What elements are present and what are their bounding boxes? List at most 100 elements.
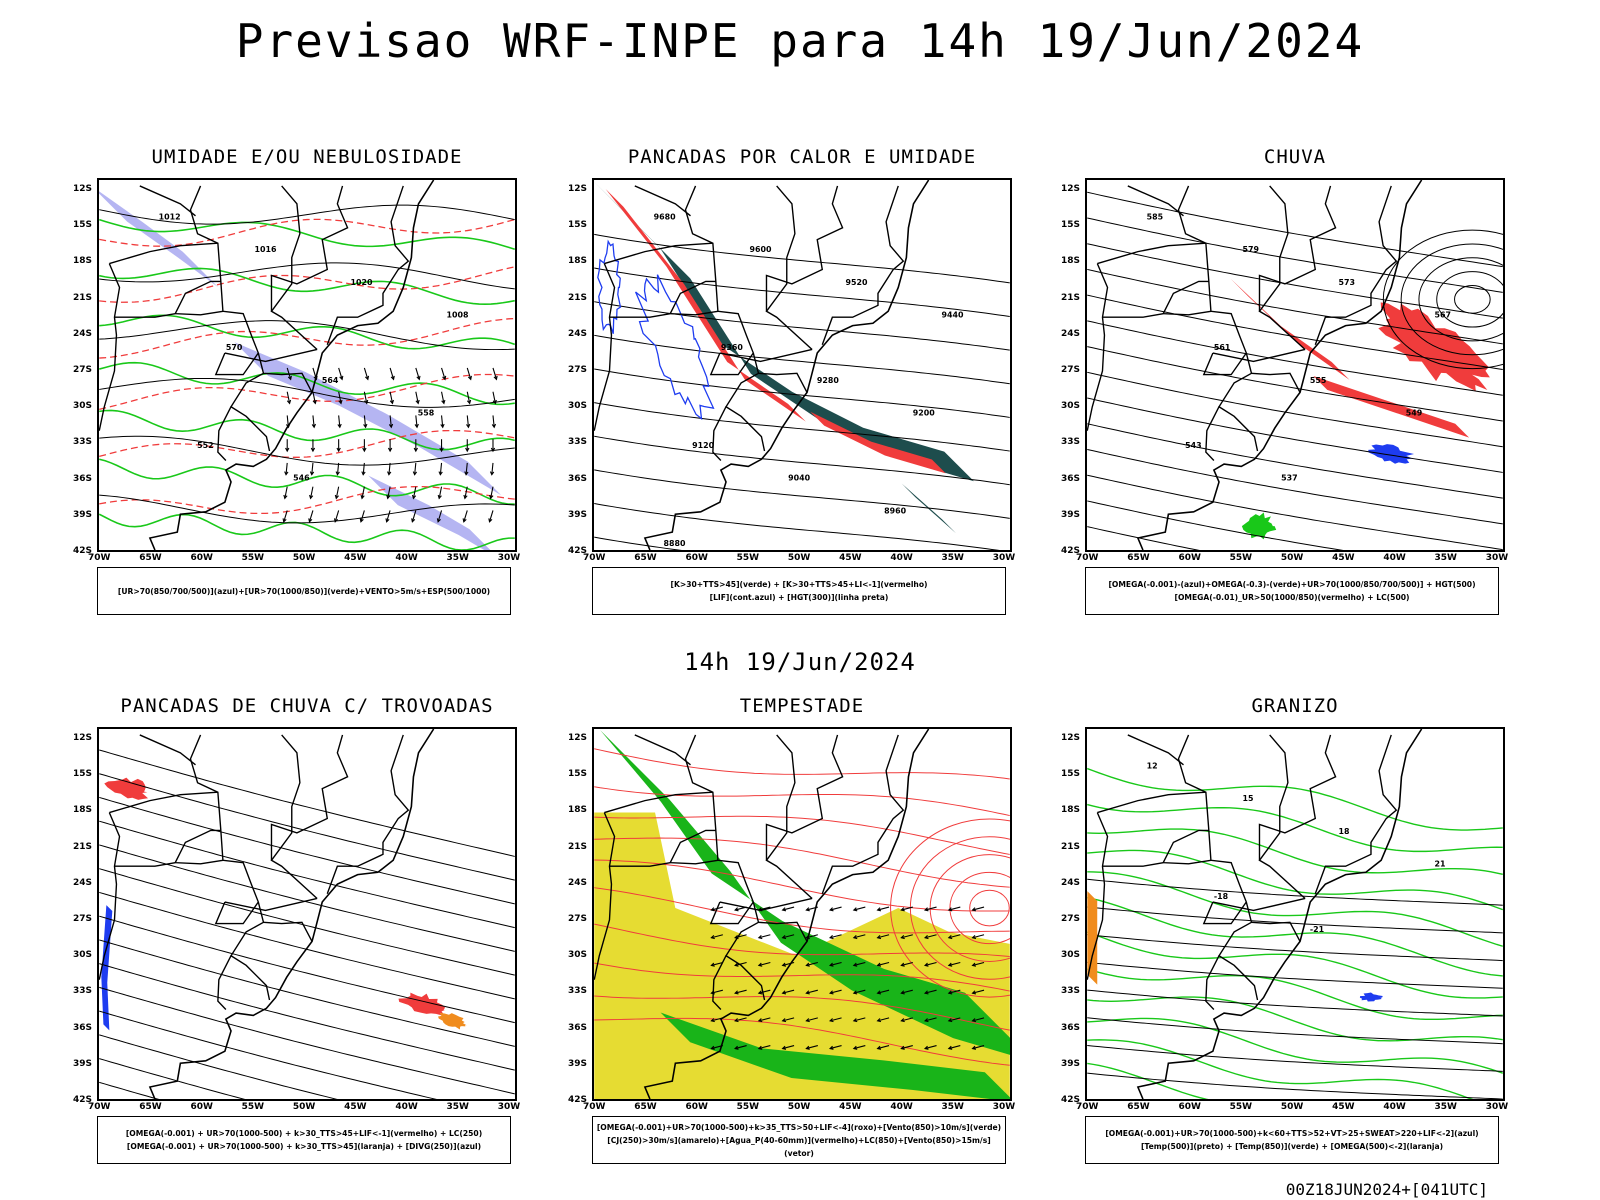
lat-tick-label: 18S [568, 256, 588, 267]
wind-vector [876, 1017, 890, 1023]
lat-tick-label: 36S [568, 1022, 588, 1033]
wind-vector [411, 486, 417, 500]
wind-vector [466, 391, 472, 405]
wind-vector [492, 367, 498, 381]
hgt500-contour [1087, 217, 1503, 293]
temp850-contour-green [1087, 996, 1503, 1042]
lon-tick-label: 40W [395, 1102, 418, 1112]
lat-tick-label: 15S [568, 769, 588, 780]
wind-vector [734, 1017, 747, 1023]
wind-vector [309, 462, 315, 476]
lat-tick-label: 30S [1061, 950, 1081, 961]
political-border [99, 812, 121, 980]
rain-fill-red [1313, 375, 1470, 438]
political-border [719, 348, 813, 363]
lat-tick-label: 30S [73, 401, 93, 412]
wind-vector [923, 934, 937, 940]
wind-vector [360, 486, 365, 500]
political-border [765, 185, 844, 312]
map-canvas: 1012 1016 1020 1008 570 564 558 552 546 [99, 180, 515, 550]
wind-vector [734, 1045, 747, 1050]
wind-fill-green [600, 730, 1010, 1055]
temp500-contour [1087, 906, 1503, 934]
omega-fill-orange [1087, 891, 1098, 985]
wind-vector [490, 439, 496, 453]
wind-vector [388, 415, 394, 429]
lon-tick-label: 50W [787, 553, 811, 563]
lon-tick-label: 55W [241, 553, 265, 563]
political-border [1205, 406, 1220, 461]
political-border [224, 897, 318, 912]
panel-legend: [UR>70(850/700/500)](azul)+[UR>70(1000/8… [97, 567, 511, 615]
political-border [217, 955, 232, 1010]
political-border [217, 406, 232, 461]
lat-tick-label: 24S [568, 877, 588, 888]
wind-vector [312, 391, 317, 405]
lat-tick-label: 42S [73, 1095, 93, 1105]
political-border [326, 734, 410, 894]
lat-tick-label: 12S [73, 733, 93, 744]
wind-vector [828, 961, 842, 967]
coastline [643, 729, 930, 1099]
legend-line: [OMEGA(-0.001) + UR>70(1000-500) + k>30_… [125, 1129, 483, 1138]
wind-vector [387, 439, 393, 453]
streamline [99, 796, 515, 905]
political-border [1087, 263, 1109, 431]
contour-label: -18 [1214, 892, 1229, 901]
lat-tick-label: 42S [568, 1095, 588, 1105]
coastline [1136, 180, 1423, 550]
political-border [712, 955, 727, 1010]
pressure-contour [99, 204, 515, 225]
wind-vector [333, 510, 340, 523]
streamline [99, 986, 515, 1095]
legend-line: [LIF](cont.azul) + [HGT(300)](linha pret… [709, 593, 889, 602]
wind-vector [336, 439, 341, 453]
lat-tick-label: 33S [1061, 986, 1081, 997]
lat-tick-label: 12S [1061, 184, 1081, 195]
rain-fill-red [1230, 278, 1350, 380]
lat-tick-label: 33S [1061, 437, 1081, 448]
lon-tick-label: 55W [241, 1102, 265, 1112]
wind-vector [852, 989, 866, 995]
lat-tick-label: 21S [73, 841, 93, 852]
political-border [224, 348, 318, 363]
lat-tick-label: 30S [568, 950, 588, 961]
hgt500-contour [1087, 449, 1503, 525]
high-pressure-ring [1418, 257, 1503, 342]
wind-vector [757, 1017, 771, 1023]
wind-vector [439, 439, 444, 453]
wind-vector [338, 391, 343, 405]
wind-vector [462, 510, 468, 523]
streamline-red [594, 748, 1010, 780]
lat-tick-label: 18S [1061, 256, 1081, 267]
lon-tick-label: 70W [1076, 1102, 1099, 1112]
rain-fill-blue [1368, 444, 1415, 464]
wind-vector [828, 989, 842, 995]
streamline-red [594, 786, 1010, 817]
panel-legend: [OMEGA(-0.001)+UR>70(1000-500)+k>35_TTS>… [592, 1116, 1006, 1164]
temp850-contour-green [1087, 828, 1503, 876]
streamline [99, 749, 515, 857]
legend-line: [UR>70(850/700/500)](azul)+[UR>70(1000/8… [117, 586, 491, 596]
lon-tick-label: 50W [292, 1102, 316, 1112]
political-border [821, 185, 905, 345]
wind-vector [389, 391, 394, 405]
contour-label: 9120 [692, 441, 715, 450]
hgt300-contour [594, 536, 682, 550]
political-border [1177, 734, 1259, 1001]
streamline [99, 773, 515, 881]
lon-tick-label: 50W [1280, 553, 1304, 563]
streamline [99, 820, 515, 929]
lon-tick-label: 55W [1229, 553, 1253, 563]
wind-vector [971, 1045, 985, 1050]
lat-tick-label: 39S [1061, 509, 1081, 520]
hail-fill-blue [1359, 992, 1383, 1002]
hgt500-contour [1087, 371, 1503, 448]
political-border [1097, 791, 1206, 814]
wind-vector [387, 462, 392, 476]
coastline [1136, 729, 1423, 1099]
lon-tick-label: 30W [1485, 1102, 1509, 1112]
wind-vector [414, 415, 419, 429]
wind-vector [284, 462, 289, 476]
political-border [709, 901, 754, 925]
